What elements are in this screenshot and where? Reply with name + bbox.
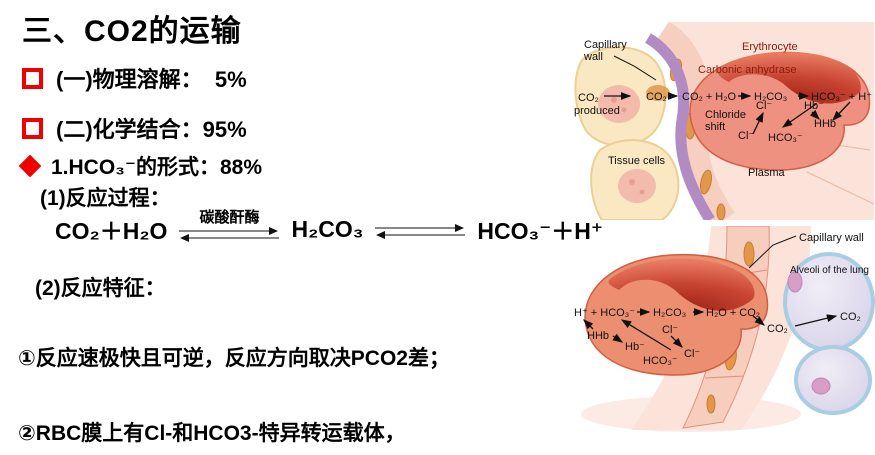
equilibrium-arrow-1: 碳酸酐酶 <box>177 209 281 242</box>
alveolar-nucleus <box>811 377 831 395</box>
hco3-h-label: HCO₃⁻ + H⁺ <box>811 91 872 103</box>
erythrocyte-label: Erythrocyte <box>742 41 798 53</box>
cl-out-label: Cl⁻ <box>738 130 754 142</box>
h-hco3-label: H⁺ + HCO₃⁻ <box>574 307 635 319</box>
hb-label: Hb⁻ <box>804 100 824 112</box>
page-title: 三、CO2的运输 <box>22 15 242 48</box>
square-bullet-icon <box>22 67 43 89</box>
bullet-text: (二)化学结合：95% <box>56 117 247 142</box>
arrow-h-to-hhb <box>832 101 851 121</box>
wall-nucleus-highlight <box>646 85 670 101</box>
feature-line: ②RBC膜上有Cl-和HCO3-特异转运载体， <box>18 422 406 445</box>
diamond-bullet-icon <box>18 154 42 178</box>
h2co3-label: H₂CO₃ <box>653 307 686 319</box>
equation-mid: H₂CO₃ <box>291 215 364 242</box>
equation-rhs: HCO₃⁻＋H⁺ <box>477 218 604 244</box>
capillary-wall-pointer-line <box>613 55 657 81</box>
endothelial-nucleus <box>716 203 726 220</box>
plasma-label: Plasma <box>748 167 786 179</box>
co2-produced-label: produced <box>574 105 620 117</box>
cl-out-label: Cl⁻ <box>684 348 700 360</box>
carbonic-anhydrase-label: Carbonic anhydrase <box>698 64 796 76</box>
alveoli-label: Alveoli of the lung <box>790 265 869 276</box>
tissue-cell-nucleus <box>598 85 640 123</box>
co2-wall-label: CO₂ <box>646 91 667 103</box>
co2-produced-label: CO₂ <box>578 92 599 104</box>
arrow-chloride-in <box>752 111 764 135</box>
capillary-wall-label: Capillary <box>584 39 627 51</box>
hco3-out-label: HCO₃⁻ <box>643 355 678 367</box>
bullet-chemical-bind: (二)化学结合：95% <box>22 112 247 144</box>
hb-label: Hb⁻ <box>625 341 645 353</box>
hco3-out-label: HCO₃⁻ <box>768 132 803 144</box>
capillary-wall-pointer-line <box>748 235 797 269</box>
erythrocyte-concavity <box>717 51 861 104</box>
enzyme-label: 碳酸酐酶 <box>199 208 260 226</box>
arrow-hhb-to-h <box>583 319 594 330</box>
endothelial-nucleus <box>700 169 712 195</box>
hhb-label: HHb <box>814 118 836 130</box>
lung-co2-release-diagram: Capillary wall Alveoli of the lung H⁺ + … <box>574 226 875 432</box>
h2co3-label: H₂CO₃ <box>754 91 787 103</box>
tissue-cell-nucleus <box>618 169 656 203</box>
hhb-label: HHb <box>587 330 609 342</box>
tissue-cells-label: Tissue cells <box>608 155 666 167</box>
chloride-shift-label: shift <box>705 121 725 133</box>
equilibrium-arrows-icon <box>179 226 280 242</box>
arrow-hhb-to-hb <box>612 333 624 343</box>
arrow-hco3-in <box>620 319 672 351</box>
equation-lhs: CO₂＋H₂O <box>55 218 168 244</box>
arrow-hb-to-hhb <box>809 109 820 120</box>
endothelial-nucleus <box>706 394 716 414</box>
feature-list: ①反应速极快且可逆，反应方向取决PCO2差； ②RBC膜上有Cl-和HCO3-特… <box>18 296 477 455</box>
co2-alveoli-label: CO₂ <box>840 311 861 323</box>
erythrocyte-concavity <box>608 258 755 311</box>
equilibrium-arrow-2 <box>373 223 467 239</box>
co2-h2o-label: CO₂ + H₂O <box>682 91 737 103</box>
capillary-wall-label: Capillary wall <box>799 232 864 244</box>
bullet-text: 1.HCO₃⁻的形式：88% <box>51 156 263 179</box>
bullet-hco3-form: 1.HCO₃⁻的形式：88% <box>18 151 263 181</box>
equilibrium-arrows-icon <box>375 224 466 239</box>
tissue-co2-uptake-diagram: Capillary wall Erythrocyte Carbonic anhy… <box>574 22 874 220</box>
chloride-shift-label: Chloride <box>705 109 746 121</box>
bullet-physical-dissolve: (一)物理溶解： 5% <box>22 62 247 94</box>
co2-capillary-label: CO₂ <box>767 323 788 335</box>
feature-line: ①反应速极快且可逆，反应方向取决PCO2差； <box>18 347 450 370</box>
reaction-equation: CO₂＋H₂O 碳酸酐酶 H₂CO₃ HCO₃⁻＋H⁺ <box>55 209 604 246</box>
arrow-hco3-out <box>781 103 817 128</box>
square-bullet-icon <box>22 117 43 139</box>
alveolar-nucleus <box>787 271 803 293</box>
arrow-chloride-out <box>670 335 683 348</box>
endothelial-nucleus <box>743 241 755 267</box>
capillary-wall-label: wall <box>583 51 603 63</box>
section-1-heading: (1)反应过程： <box>40 187 171 210</box>
section-2-heading: (2)反应特征： <box>35 277 166 300</box>
arrow-co2-exit-cell <box>752 315 766 326</box>
capillary-wall-band <box>644 33 715 220</box>
alveolus <box>794 345 872 415</box>
arrow-co2-to-alveolus <box>794 314 838 327</box>
cl-in-label: Cl⁻ <box>756 100 772 112</box>
h2o-co2-label: H₂O + CO₂ <box>706 307 760 319</box>
bullet-text: (一)物理溶解： 5% <box>56 67 247 92</box>
cl-in-label: Cl⁻ <box>662 324 678 336</box>
